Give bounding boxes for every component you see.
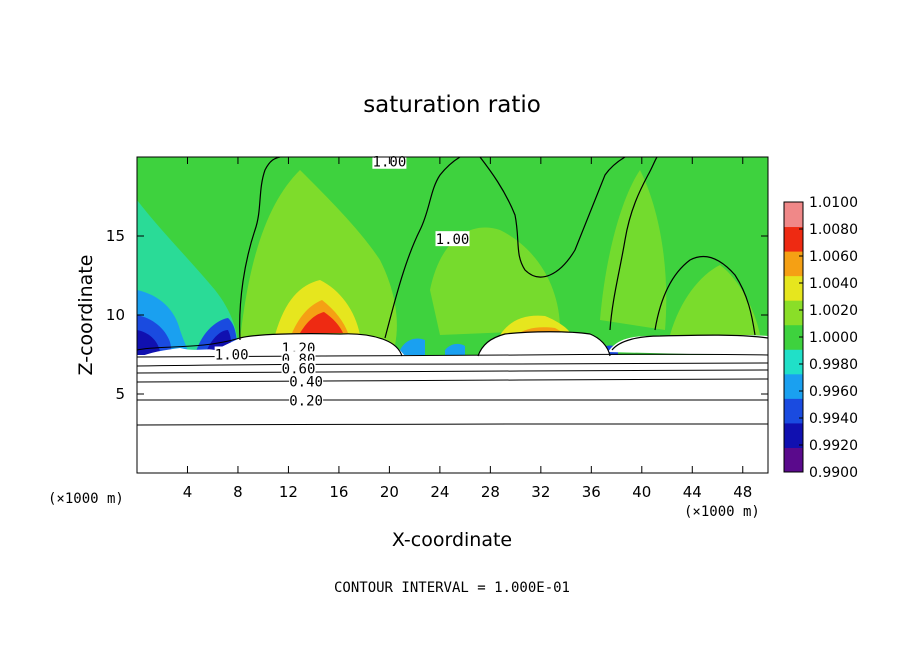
x-tick-label: 4 [183, 483, 193, 501]
x-axis-title: X-coordinate [392, 529, 512, 551]
colorbar-tick-label: 1.0000 [809, 330, 858, 346]
contour-labels: 1.001.001.00 1.200.800.600.400.20 [214, 153, 470, 409]
colorbar-tick-label: 0.9920 [809, 438, 858, 454]
colorbar-swatch [784, 300, 803, 326]
contour-0.60 [137, 369, 768, 374]
contour-1.00-b [384, 157, 461, 339]
y-tick-label: 5 [115, 385, 125, 403]
colorbar-tick-label: 0.9900 [809, 465, 858, 481]
colorbar-swatch [784, 202, 803, 228]
cloud-region-middle [478, 331, 610, 356]
colorbar-swatch [784, 251, 803, 277]
heatmap-plot [137, 157, 768, 473]
x-tick-label: 8 [233, 483, 243, 501]
field-region-warm-8 [600, 170, 667, 330]
colorbar-swatch [784, 226, 803, 252]
contour-label-bg [435, 231, 470, 247]
colorbar-tick-label: 1.0080 [809, 222, 858, 238]
contour-label: 0.20 [289, 393, 323, 409]
x-tick-label: 32 [531, 483, 550, 501]
field-region-cool-7 [400, 338, 425, 356]
contour-interval-note: CONTOUR INTERVAL = 1.000E-01 [334, 580, 570, 596]
x-tick-label: 40 [632, 483, 651, 501]
x-tick-label: 20 [380, 483, 399, 501]
colorbar-swatch [784, 275, 803, 301]
field-region-warm-5 [430, 227, 560, 335]
field-region-warm-1 [240, 170, 397, 345]
contour-label-bg [289, 392, 324, 408]
contour-label: 1.00 [436, 232, 470, 248]
contour-0.00 [137, 423, 768, 426]
colorbar: 1.0100 1.0080 1.0060 1.0040 1.0020 1.0000 0.99… [783, 195, 858, 481]
x-tick-label: 36 [582, 483, 601, 501]
x-tick-label: 16 [329, 483, 348, 501]
y-tick-label: 15 [106, 227, 125, 245]
colorbar-tick-label: 1.0100 [809, 195, 858, 211]
colorbar-tick-label: 1.0040 [809, 276, 858, 292]
lower-layer [137, 355, 768, 473]
y-axis-title: Z-coordinate [75, 255, 97, 376]
colorbar-swatch [784, 447, 803, 473]
contour-label-bg [214, 346, 249, 362]
contour-0.80 [137, 362, 768, 367]
x-unit-right: (×1000 m) [684, 504, 760, 520]
colorbar-tick-label: 1.0020 [809, 303, 858, 319]
colorbar-swatch [784, 398, 803, 424]
contour-1.00-f [137, 337, 241, 351]
colorbar-tick-label: 0.9980 [809, 357, 858, 373]
field-region-warm-9 [670, 265, 760, 335]
x-axis: 4 8 12 16 20 24 28 32 36 40 44 48 [183, 157, 752, 501]
colorbar-swatch [784, 373, 803, 399]
field-region-cool-4 [137, 330, 160, 358]
y-axis: 5 10 15 [106, 227, 768, 403]
x-tick-label: 48 [733, 483, 752, 501]
contour-1.00-e [609, 157, 658, 331]
contour-label-bg [281, 360, 316, 376]
colorbar-tick-label: 0.9940 [809, 411, 858, 427]
x-unit-left: (×1000 m) [48, 491, 124, 507]
field-region-warm-4 [300, 312, 343, 333]
contour-label: 0.40 [289, 374, 323, 390]
chart-title: saturation ratio [363, 92, 541, 118]
x-tick-label: 24 [430, 483, 449, 501]
x-tick-label: 12 [279, 483, 298, 501]
y-tick-label: 10 [106, 306, 125, 324]
contour-1.00-d [654, 255, 756, 336]
colorbar-tick-label: 0.9960 [809, 384, 858, 400]
x-tick-label: 28 [481, 483, 500, 501]
colorbar-swatch [784, 324, 803, 350]
cloud-region-left [137, 333, 405, 358]
contour-label-bg [289, 373, 324, 389]
contour-cloud-right [611, 334, 768, 351]
contour-1.00-c [479, 157, 626, 278]
contour-cloud-left [239, 333, 403, 357]
contour-label: 1.00 [215, 348, 249, 364]
colorbar-swatch [784, 349, 803, 375]
cloud-region-right [608, 334, 768, 356]
contour-0.40 [137, 378, 768, 383]
colorbar-tick-label: 1.0060 [809, 249, 858, 265]
contour-cloud-middle [477, 331, 611, 357]
x-tick-label: 44 [683, 483, 702, 501]
colorbar-swatch [784, 422, 803, 448]
contour-1.00-a [239, 157, 281, 341]
field-region-cool-8 [445, 343, 465, 356]
